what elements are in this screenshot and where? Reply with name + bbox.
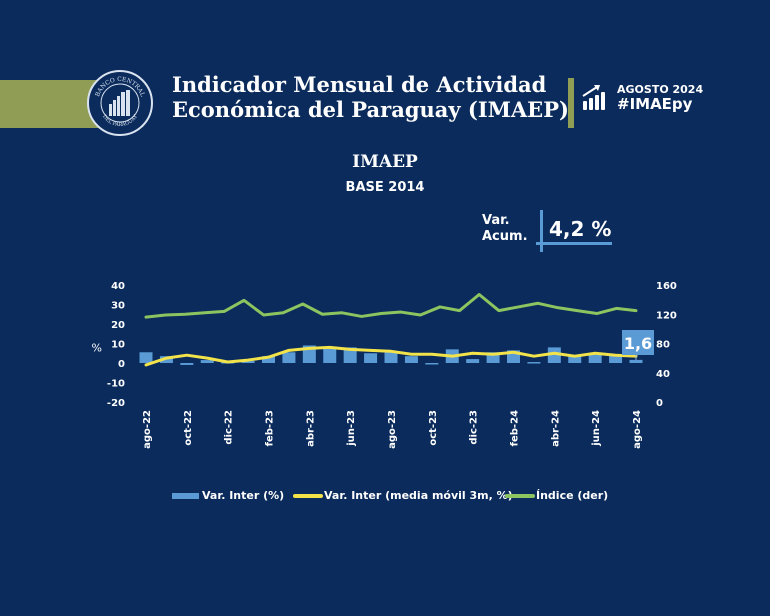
bar-jul-24 — [609, 354, 623, 363]
legend-label: Índice (der) — [536, 489, 609, 502]
bar-jun-23 — [343, 347, 357, 363]
y-tick-label-right: 160 — [656, 281, 677, 292]
central-bank-logo: BANCO CENTRAL DEL PARAGUAY — [87, 70, 153, 136]
accumulated-value: 4,2 % — [549, 217, 612, 241]
x-tick-label: ago-22 — [142, 410, 153, 449]
x-tick-label: abr-24 — [550, 410, 561, 447]
bar-ago-24 — [629, 359, 643, 363]
svg-text:DEL PARAGUAY: DEL PARAGUAY — [101, 113, 139, 128]
bar-dic-23 — [466, 359, 480, 363]
logo-text-bottom: DEL PARAGUAY — [101, 113, 139, 128]
moving-average-line — [144, 345, 638, 367]
growth-chart-icon — [582, 85, 605, 110]
bar-feb-23 — [262, 356, 275, 363]
x-tick-label: abr-23 — [305, 410, 316, 447]
title-line-1: Indicador Mensual de Actividad — [172, 72, 547, 97]
logo-text-top: BANCO CENTRAL — [94, 76, 146, 98]
y-tick-label-left: 30 — [111, 301, 125, 312]
y-tick-label-left: 40 — [111, 281, 125, 292]
chart-title: IMAEP — [352, 152, 418, 172]
y-tick-label-right: 80 — [656, 340, 670, 351]
accumulated-divider-vertical — [540, 210, 543, 252]
x-tick-label: ago-24 — [632, 410, 643, 449]
legend-swatch-bar — [172, 492, 199, 499]
bar-mar-23 — [282, 352, 296, 363]
bar-ene-23 — [241, 361, 255, 363]
annotation-box — [622, 330, 654, 355]
y-tick-label-left: -10 — [107, 379, 125, 390]
legend-swatch-green-line — [505, 493, 535, 498]
x-tick-label: oct-22 — [183, 410, 194, 446]
accumulated-label-line2: Acum. — [482, 229, 528, 244]
accumulated-label-line1: Var. — [482, 213, 510, 228]
hashtag: #IMAEpy — [617, 95, 693, 113]
title-line-2: Económica del Paraguay (IMAEP) — [172, 97, 569, 122]
legend-label: Var. Inter (media móvil 3m, %) — [324, 489, 513, 502]
x-tick-label: jun-24 — [591, 410, 602, 447]
legend-item-var-inter: Var. Inter (%) — [172, 489, 284, 502]
bar-ago-23 — [384, 352, 398, 363]
bar-oct-23 — [425, 363, 439, 365]
imaep-chart: 40 30 20 10 0 -10 -20% 160 120 80 40 0 1,6 ago-22 oct-… — [92, 281, 677, 449]
bank-building-icon: BANCO CENTRAL DEL PARAGUAY — [94, 76, 146, 128]
legend-label: Var. Inter (%) — [202, 489, 285, 502]
legend-item-moving-average: Var. Inter (media móvil 3m, %) — [293, 489, 513, 502]
index-line — [144, 293, 638, 319]
bar-ago-22 — [139, 352, 153, 363]
x-tick-label: jun-23 — [346, 410, 357, 447]
y-tick-label-left: -20 — [107, 398, 125, 409]
x-tick-label: feb-23 — [265, 410, 276, 446]
y-tick-label-right: 40 — [656, 369, 670, 380]
bar-may-23 — [323, 348, 337, 363]
accumulated-label: Var. Acum. — [482, 213, 528, 245]
page-title: Indicador Mensual de Actividad Económica… — [172, 72, 569, 122]
bar-ene-24 — [486, 352, 500, 363]
accumulated-divider-horizontal — [536, 242, 612, 245]
bar-jul-23 — [364, 353, 378, 363]
legend-swatch-yellow-line — [293, 493, 323, 498]
bar-abr-24 — [547, 347, 561, 363]
y-tick-label-left: 10 — [111, 340, 125, 351]
annotation-label: 1,6 — [624, 334, 652, 353]
svg-text:BANCO CENTRAL: BANCO CENTRAL — [94, 76, 146, 98]
bar-mar-24 — [527, 362, 541, 364]
bar-may-24 — [568, 356, 582, 363]
header-divider — [568, 78, 574, 128]
x-tick-label: feb-24 — [510, 410, 521, 446]
report-period: AGOSTO 2024 — [617, 83, 704, 96]
y-tick-label-right: 0 — [656, 398, 663, 409]
bar-oct-22 — [180, 363, 194, 365]
x-tick-label: dic-22 — [224, 410, 235, 445]
bar-nov-22 — [200, 360, 214, 363]
x-tick-label: dic-23 — [469, 410, 480, 445]
legend-item-index: Índice (der) — [505, 489, 608, 502]
x-tick-label: ago-23 — [387, 410, 398, 449]
y-tick-label-left: 20 — [111, 320, 125, 331]
chart-subtitle: BASE 2014 — [345, 180, 425, 195]
bar-jun-24 — [588, 353, 602, 363]
y-tick-label-left: 0 — [118, 359, 125, 370]
x-tick-label: oct-23 — [428, 410, 439, 446]
y-axis-label: % — [92, 341, 102, 354]
chart-legend: Var. Inter (%) Var. Inter (media móvil 3… — [0, 489, 770, 503]
bar-sep-23 — [404, 356, 418, 363]
y-tick-label-right: 120 — [656, 310, 677, 321]
